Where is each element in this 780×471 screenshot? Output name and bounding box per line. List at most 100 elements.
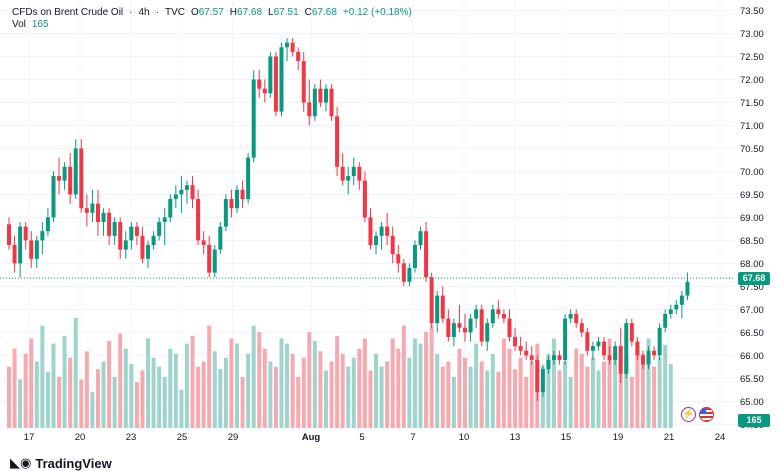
candle-body	[140, 235, 145, 259]
volume-bar	[613, 351, 618, 428]
candle-body	[674, 304, 679, 310]
volume-bar	[401, 325, 406, 428]
volume-bar	[112, 376, 117, 428]
price-tick-label: 66.50	[740, 328, 764, 339]
volume-bar	[496, 371, 501, 428]
tradingview-logo[interactable]: ◣◉ TradingView	[10, 456, 112, 471]
candle-body	[568, 313, 573, 319]
candle-body	[501, 313, 506, 319]
candle-body	[273, 56, 278, 112]
candle-body	[440, 295, 445, 319]
candle-body	[179, 189, 184, 195]
volume-bar	[596, 370, 601, 428]
candle-body	[396, 254, 401, 264]
volume-bar	[446, 361, 451, 428]
price-axis[interactable]: 64.5065.0065.5066.0066.5067.0067.5068.00…	[740, 6, 764, 431]
volume-bar	[418, 343, 423, 428]
volume-bar	[29, 338, 34, 428]
candle-body	[223, 199, 228, 227]
volume-bar	[129, 364, 134, 428]
candle-body	[446, 318, 451, 337]
price-tick-label: 73.50	[740, 6, 764, 17]
candle-body	[412, 245, 417, 268]
candle-body	[518, 346, 523, 351]
ohlc-low: L67.51	[268, 7, 299, 18]
time-tick-label: 5	[359, 432, 364, 443]
volume-bar	[84, 351, 89, 428]
candle-body	[23, 226, 28, 241]
chart-legend: CFDs on Brent Crude Oil · 4h · TVC O67.5…	[12, 7, 412, 31]
volume-bar	[490, 353, 495, 428]
volume-bar	[379, 366, 384, 428]
candle-body	[112, 222, 117, 236]
candle-body	[95, 203, 100, 223]
candle-body	[362, 180, 367, 218]
us-flag-icon[interactable]	[699, 407, 714, 422]
volume-bar	[118, 333, 123, 428]
volume-bar	[12, 348, 17, 428]
candle-body	[68, 166, 73, 195]
candle-body	[685, 281, 690, 296]
volume-bar	[285, 343, 290, 428]
volume-bar	[579, 353, 584, 428]
volume-bar	[457, 348, 462, 428]
price-tick-label: 68.50	[740, 236, 764, 247]
candle-body	[290, 42, 295, 52]
volume-bar	[468, 366, 473, 428]
volume-label[interactable]: Vol	[12, 19, 26, 30]
price-tick-label: 65.00	[740, 397, 764, 408]
volume-bar	[307, 332, 312, 428]
interval[interactable]: 4h	[138, 7, 150, 18]
volume-bar	[301, 357, 306, 428]
volume-bar	[62, 335, 67, 428]
volume-bar	[290, 353, 295, 428]
volume-bar	[346, 366, 351, 428]
symbol-name[interactable]: CFDs on Brent Crude Oil	[12, 7, 124, 18]
volume-bar	[79, 379, 84, 428]
volume-bar	[557, 370, 562, 428]
candle-body	[34, 240, 39, 259]
volume-bar	[268, 361, 273, 428]
candle-body	[546, 359, 551, 370]
logo-text: TradingView	[35, 456, 112, 471]
candle-body	[479, 309, 484, 342]
price-tick-label: 70.00	[740, 167, 764, 178]
candle-body	[12, 245, 17, 264]
volume-bar	[201, 361, 206, 428]
candle-body	[424, 231, 429, 278]
candle-body	[101, 212, 106, 223]
candle-body	[374, 235, 379, 246]
volume-bar	[646, 338, 651, 428]
volume-bar	[212, 351, 217, 428]
candle-body	[451, 323, 456, 337]
price-tick-label: 71.50	[740, 98, 764, 109]
candle-body	[385, 226, 390, 236]
volume-bar	[279, 338, 284, 428]
volume-bar	[668, 364, 673, 428]
volume-bar	[157, 366, 162, 428]
time-axis[interactable]: 17 20 23 25 29 Aug 5 7 10 13 15 19 21 24	[24, 432, 726, 443]
price-tick-label: 71.00	[740, 121, 764, 132]
volume-bar	[40, 325, 45, 428]
candle-body	[529, 355, 534, 360]
candle-body	[618, 346, 623, 374]
candle-body	[602, 341, 607, 356]
volume-bar	[246, 353, 251, 428]
volume-bar	[318, 351, 323, 428]
candle-body	[668, 309, 673, 314]
source: TVC	[164, 7, 185, 18]
candle-body	[323, 88, 328, 103]
candle-body	[307, 102, 312, 117]
candle-body	[45, 217, 50, 232]
candle-body	[607, 355, 612, 360]
volume-bar	[335, 335, 340, 428]
candle-body	[296, 51, 301, 62]
lightning-icon[interactable]: ⚡	[681, 407, 696, 422]
candle-body	[162, 217, 167, 223]
volume-bar	[146, 338, 151, 428]
volume-bar	[435, 353, 440, 428]
volume-bar	[529, 361, 534, 428]
candle-body	[635, 341, 640, 356]
volume-bar	[173, 353, 178, 428]
